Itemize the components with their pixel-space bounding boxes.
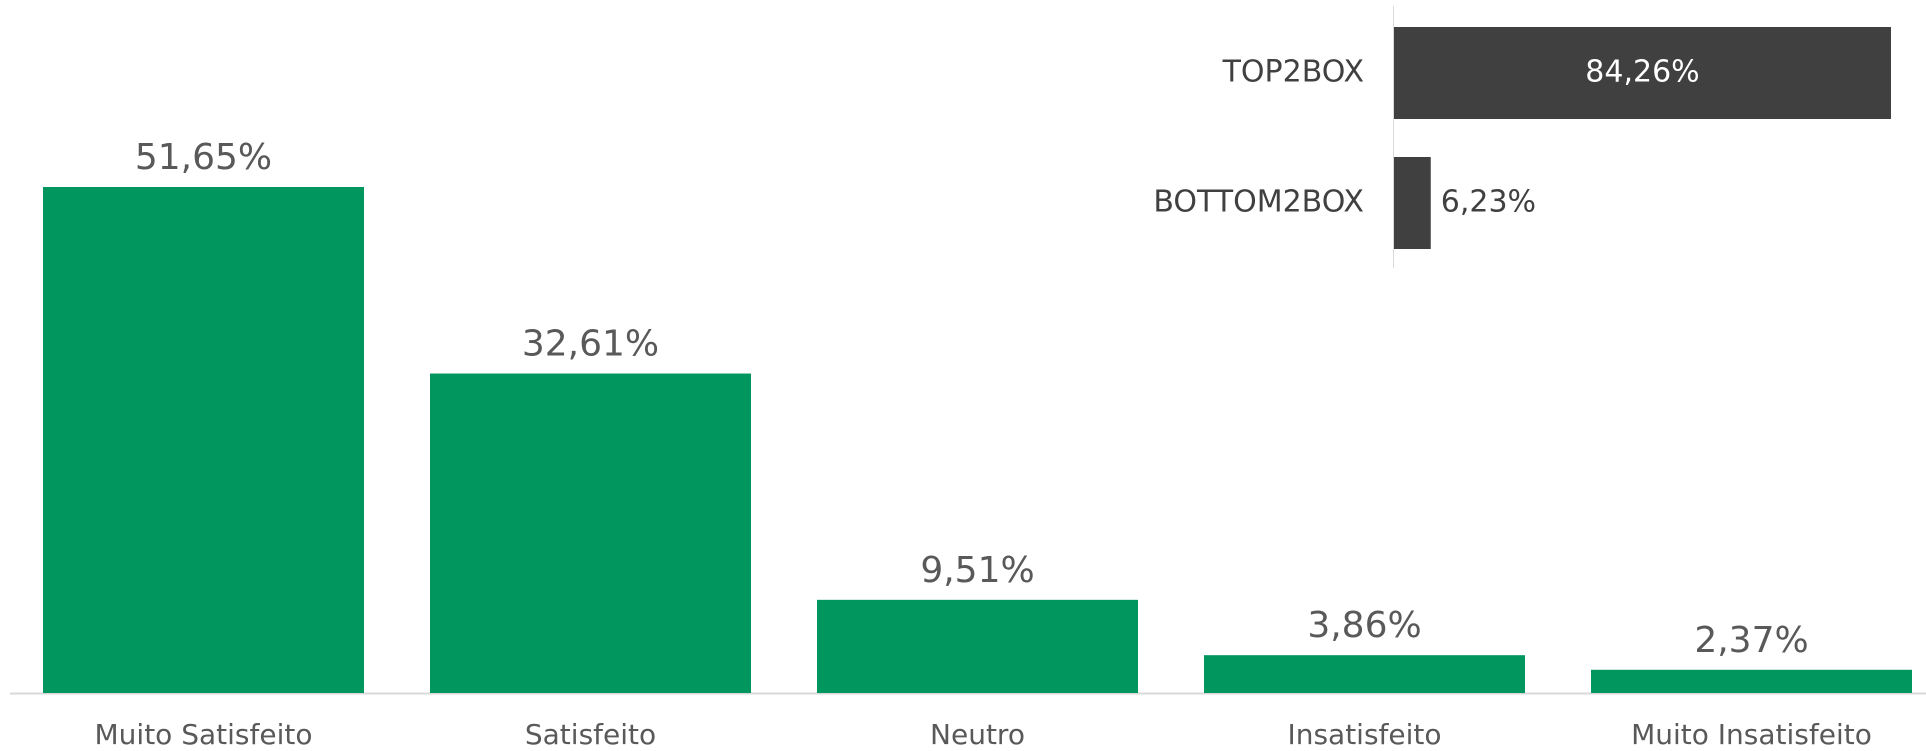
data-label: 51,65% xyxy=(135,137,272,178)
x-tick-label: Neutro xyxy=(930,718,1025,751)
bar xyxy=(1591,669,1912,693)
bar xyxy=(43,187,364,693)
y-tick-label: TOP2BOX xyxy=(1222,55,1364,90)
x-tick-label: Insatisfeito xyxy=(1287,718,1441,751)
y-tick-label: BOTTOM2BOX xyxy=(1153,185,1364,220)
x-tick-label: Satisfeito xyxy=(525,718,656,751)
bar xyxy=(1394,157,1431,249)
data-label: 6,23% xyxy=(1441,185,1536,220)
bar xyxy=(1204,655,1525,693)
data-label: 9,51% xyxy=(920,550,1034,591)
x-tick-label: Muito Insatisfeito xyxy=(1631,718,1872,751)
bar xyxy=(430,373,751,693)
data-label: 3,86% xyxy=(1307,605,1421,646)
data-label: 32,61% xyxy=(522,324,659,365)
x-tick-label: Muito Satisfeito xyxy=(95,718,313,751)
data-label: 2,37% xyxy=(1694,620,1808,661)
bar xyxy=(817,599,1138,693)
bar xyxy=(1394,27,1891,119)
data-label: 84,26% xyxy=(1585,55,1699,90)
